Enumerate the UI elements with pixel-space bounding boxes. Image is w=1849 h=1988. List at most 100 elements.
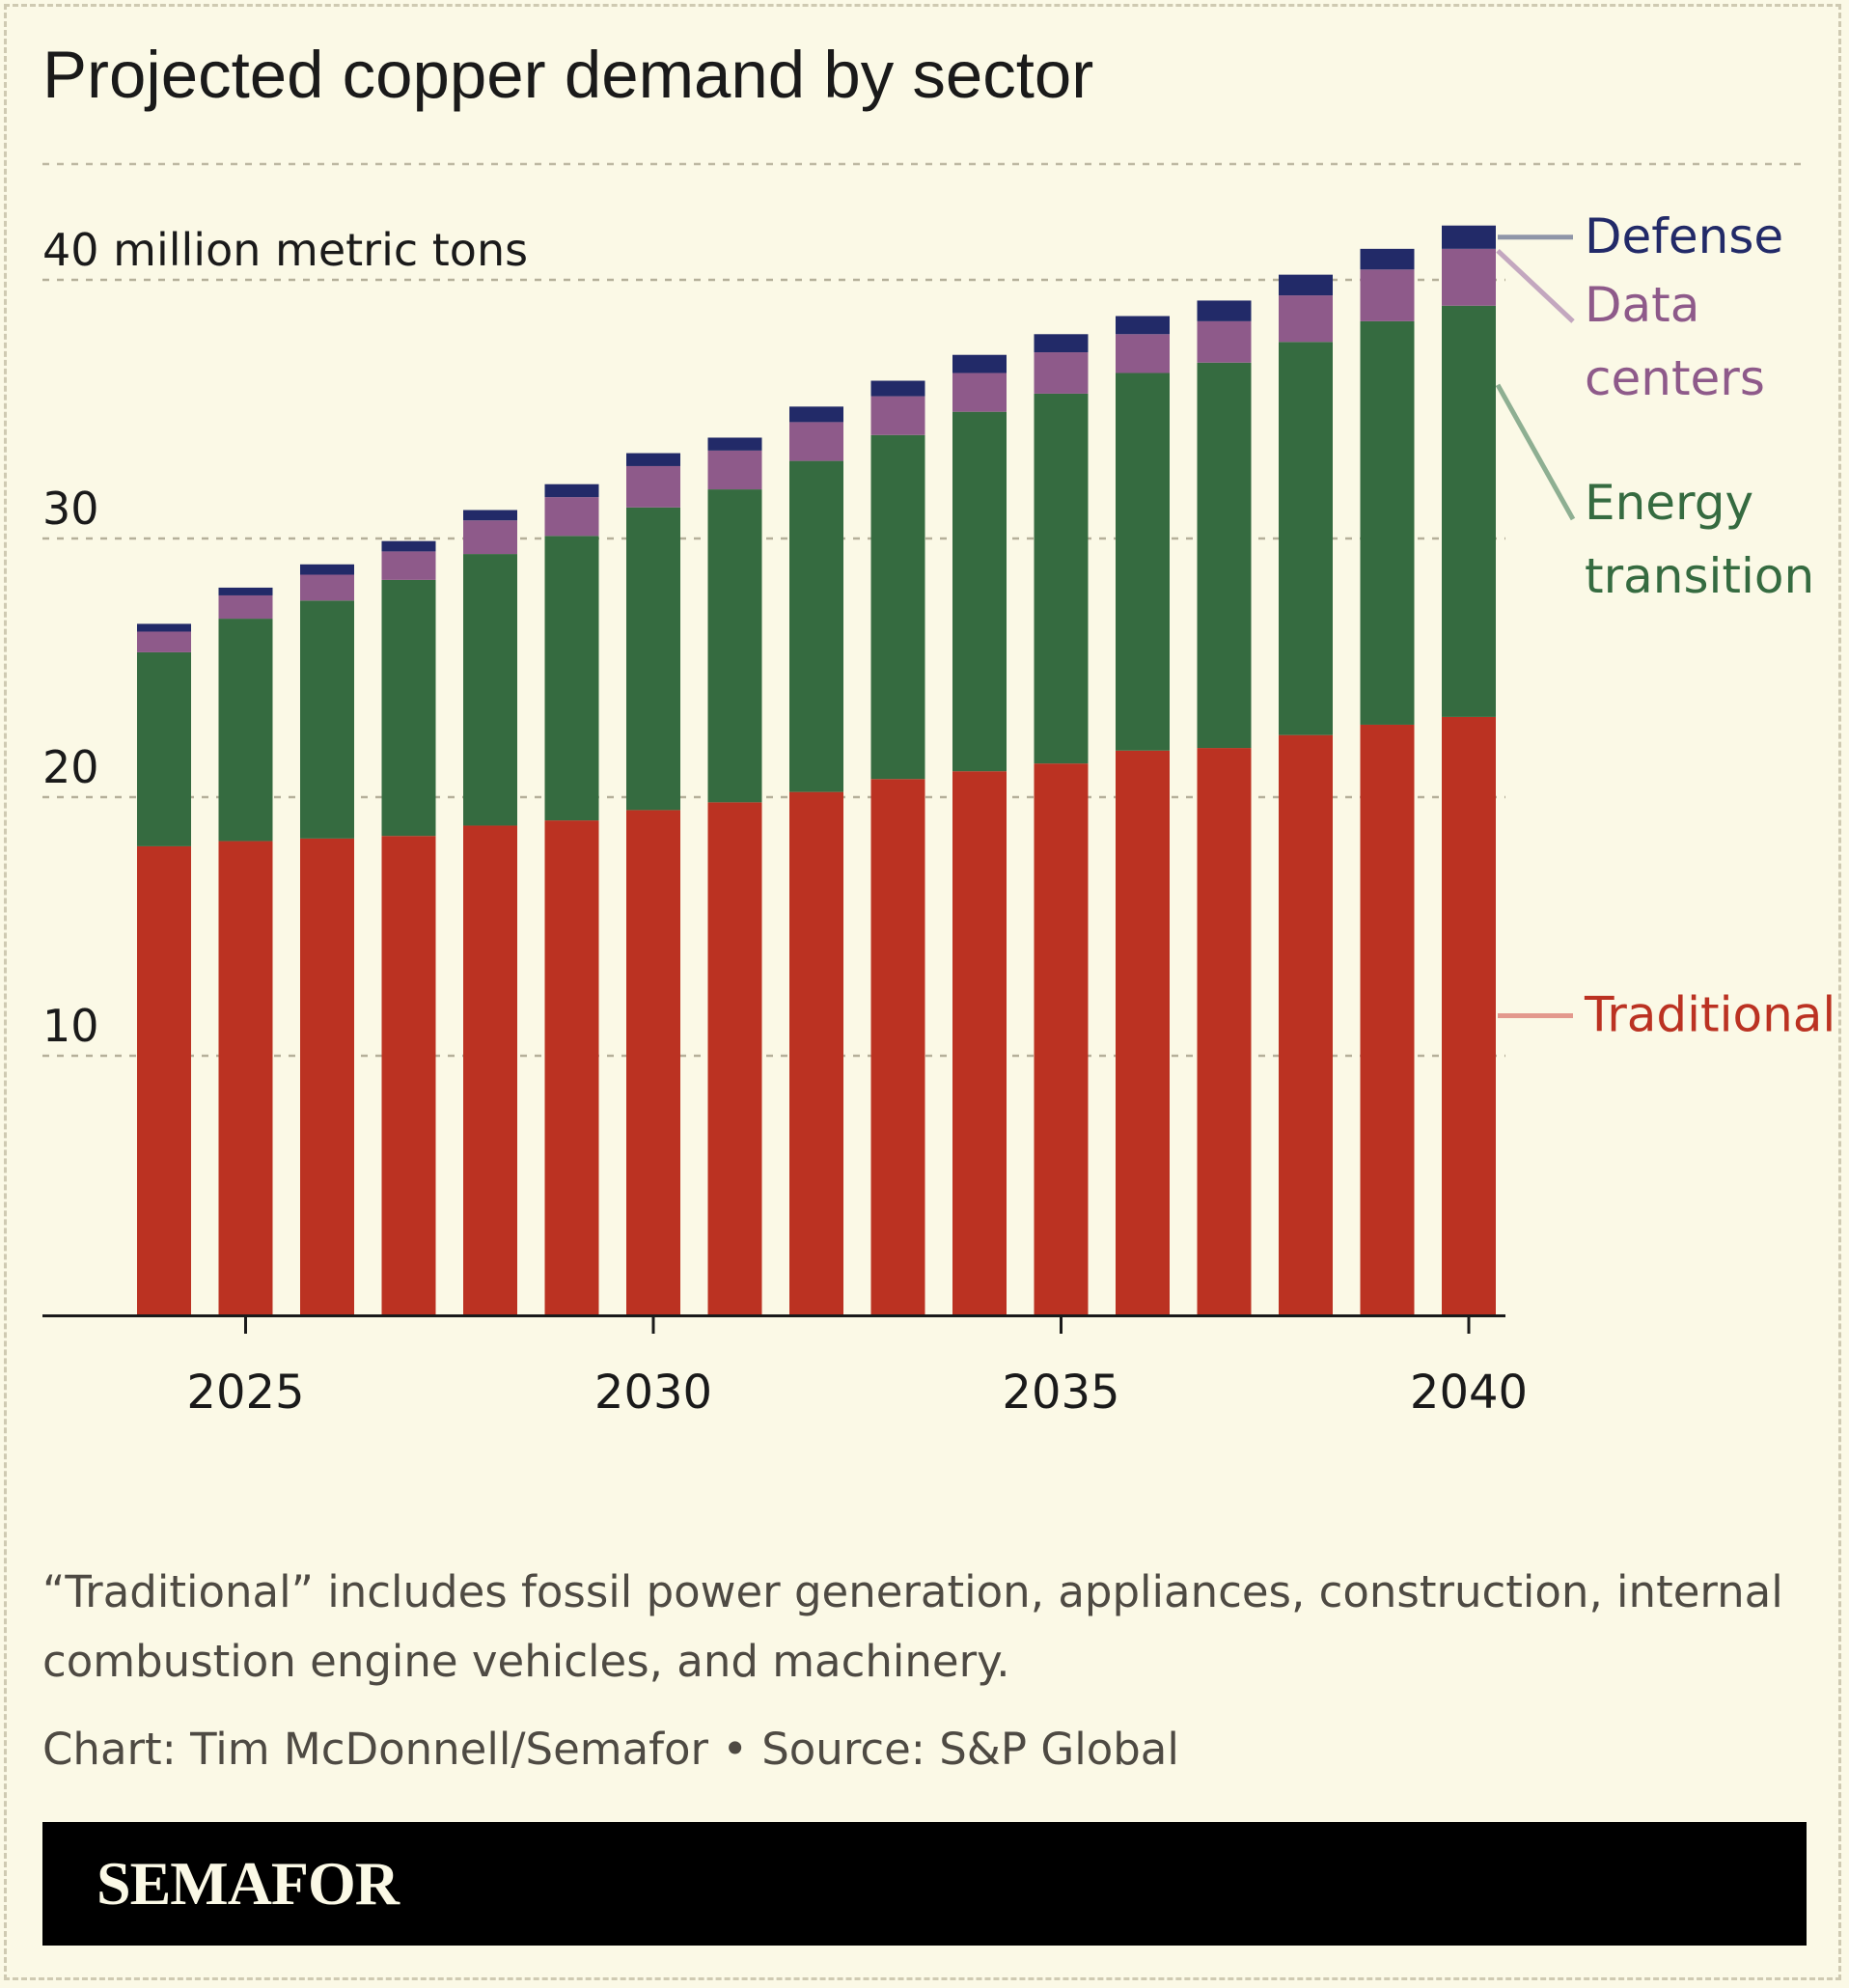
- bar-defense-2036: [1116, 316, 1170, 335]
- brand-bar: SEMAFOR: [42, 1822, 1807, 1946]
- bar-traditional-2026: [300, 838, 354, 1314]
- bar-data-centers-2024: [137, 631, 191, 652]
- x-tick-label: 2040: [1410, 1366, 1528, 1420]
- legend-label-defense: Defense: [1585, 208, 1783, 264]
- bar-traditional-2028: [463, 825, 517, 1314]
- bar-energy-transition-2026: [300, 600, 354, 839]
- x-tick-label: 2025: [186, 1366, 304, 1420]
- bar-stack-2039: [1360, 248, 1415, 1314]
- bar-defense-2037: [1197, 300, 1252, 321]
- bar-traditional-2034: [952, 771, 1007, 1314]
- bar-energy-transition-2030: [626, 507, 680, 811]
- bar-traditional-2031: [707, 802, 762, 1314]
- bar-energy-transition-2035: [1034, 393, 1089, 764]
- bar-stack-2035: [1034, 334, 1089, 1314]
- bar-traditional-2038: [1279, 734, 1333, 1314]
- bar-data-centers-2030: [626, 465, 680, 508]
- bar-defense-2030: [626, 453, 680, 466]
- bar-data-centers-2027: [381, 551, 436, 580]
- bar-traditional-2036: [1116, 750, 1170, 1314]
- bar-data-centers-2029: [544, 497, 599, 537]
- bar-traditional-2039: [1360, 724, 1415, 1314]
- bar-traditional-2033: [870, 779, 925, 1314]
- bar-stack-2036: [1116, 316, 1170, 1314]
- bar-defense-2029: [544, 483, 599, 498]
- bar-energy-transition-2031: [707, 489, 762, 803]
- chart-credit: Chart: Tim McDonnell/Semafor • Source: S…: [42, 1724, 1179, 1775]
- bar-defense-2034: [952, 354, 1007, 373]
- bar-energy-transition-2025: [218, 619, 273, 842]
- bar-energy-transition-2024: [137, 651, 191, 846]
- bar-stack-2030: [626, 453, 680, 1314]
- bar-energy-transition-2028: [463, 554, 517, 826]
- leader-energy-transition: [1495, 383, 1576, 521]
- chart-footnote: “Traditional” includes fossil power gene…: [42, 1566, 1783, 1687]
- bar-data-centers-2037: [1197, 320, 1252, 363]
- bar-energy-transition-2038: [1279, 342, 1333, 735]
- bar-energy-transition-2029: [544, 536, 599, 821]
- bar-traditional-2025: [218, 841, 273, 1314]
- bar-data-centers-2031: [707, 450, 762, 490]
- bar-stack-2024: [137, 623, 191, 1314]
- bar-energy-transition-2037: [1197, 362, 1252, 749]
- bar-stack-2037: [1197, 300, 1252, 1314]
- bar-traditional-2032: [789, 791, 843, 1314]
- bar-data-centers-2033: [870, 396, 925, 435]
- bar-traditional-2027: [381, 836, 436, 1314]
- bar-stack-2028: [463, 510, 517, 1314]
- bar-stack-2025: [218, 587, 273, 1314]
- bar-defense-2035: [1034, 334, 1089, 353]
- x-tick-label: 2030: [594, 1366, 712, 1420]
- bar-traditional-2030: [626, 810, 680, 1314]
- bar-traditional-2037: [1197, 748, 1252, 1314]
- bar-defense-2031: [707, 437, 762, 451]
- y-axis-labels: 10 20 30 40 million metric tons: [42, 224, 528, 1052]
- y-tick-label: 20: [42, 741, 99, 793]
- bar-traditional-2024: [137, 845, 191, 1314]
- bar-defense-2038: [1279, 274, 1333, 296]
- direct-legend: Defense Data centers Energy transition Tradit…: [1495, 208, 1835, 1042]
- legend-label-energy-transition: Energy transition: [1585, 475, 1814, 604]
- bar-stack-2031: [707, 437, 762, 1314]
- leader-data-centers: [1496, 249, 1575, 323]
- bar-stack-2034: [952, 354, 1007, 1314]
- y-tick-label: 10: [42, 1000, 99, 1052]
- bar-data-centers-2038: [1279, 295, 1333, 343]
- bar-data-centers-2028: [463, 520, 517, 555]
- bar-stack-2029: [544, 483, 599, 1314]
- bar-stack-2032: [789, 406, 843, 1314]
- bar-defense-2033: [870, 380, 925, 397]
- bar-defense-2024: [137, 623, 191, 632]
- bar-defense-2028: [463, 510, 517, 521]
- bar-stacks: [137, 225, 1496, 1314]
- bar-data-centers-2036: [1116, 334, 1170, 373]
- x-axis: 2025 2030 2035 2040: [42, 1314, 1528, 1420]
- bar-energy-transition-2036: [1116, 373, 1170, 751]
- bar-energy-transition-2032: [789, 460, 843, 792]
- x-tick-label: 2035: [1002, 1366, 1119, 1420]
- bar-defense-2032: [789, 406, 843, 423]
- bar-defense-2040: [1442, 225, 1496, 249]
- bar-stack-2040: [1442, 225, 1496, 1314]
- bar-data-centers-2025: [218, 594, 273, 620]
- y-gridlines: [42, 278, 1505, 1058]
- bar-energy-transition-2033: [870, 434, 925, 780]
- chart-frame: [4, 4, 1841, 1980]
- y-tick-label: 40 million metric tons: [42, 224, 528, 276]
- bar-energy-transition-2040: [1442, 305, 1496, 717]
- bar-data-centers-2040: [1442, 248, 1496, 306]
- y-tick-label: 30: [42, 483, 99, 535]
- bar-traditional-2040: [1442, 716, 1496, 1314]
- bar-stack-2038: [1279, 274, 1333, 1314]
- legend-label-data-centers: Data centers: [1585, 277, 1765, 406]
- bar-energy-transition-2027: [381, 579, 436, 837]
- bar-stack-2027: [381, 540, 436, 1314]
- legend-label-traditional: Traditional: [1584, 986, 1835, 1042]
- bar-defense-2025: [218, 587, 273, 595]
- bar-data-centers-2039: [1360, 269, 1415, 321]
- bar-data-centers-2032: [789, 422, 843, 461]
- bar-data-centers-2026: [300, 574, 354, 601]
- bar-data-centers-2035: [1034, 352, 1089, 394]
- bar-stack-2033: [870, 380, 925, 1314]
